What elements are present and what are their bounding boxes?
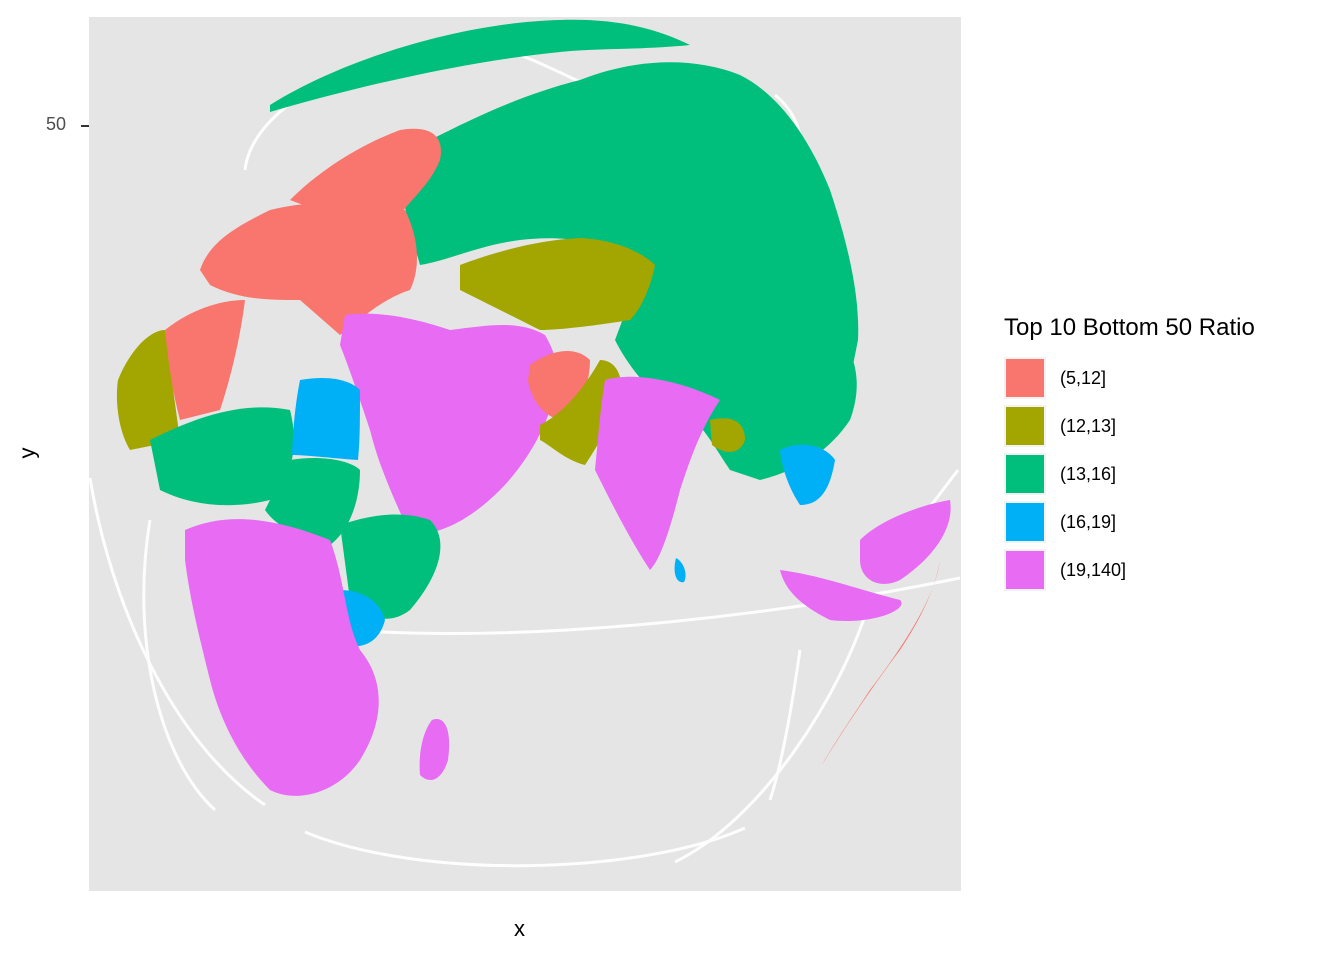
region-thailand	[780, 444, 835, 505]
countries	[116, 19, 951, 796]
region-horn-of-africa	[340, 514, 441, 619]
legend-label: (19,140]	[1060, 559, 1127, 580]
legend-swatch	[1004, 405, 1046, 447]
region-middle-east	[340, 313, 557, 535]
legend-label: (12,13]	[1060, 415, 1117, 436]
region-western-europe	[200, 202, 417, 335]
region-indonesia	[780, 570, 902, 621]
y-tick-label: 50	[46, 114, 67, 134]
region-madagascar	[419, 719, 450, 780]
region-myanmar-bangladesh	[710, 418, 745, 452]
legend-swatch	[1004, 549, 1046, 591]
legend-item: (12,13]	[1004, 402, 1255, 450]
region-sudan	[265, 458, 360, 545]
region-west-africa	[150, 407, 294, 506]
region-scandinavia	[290, 128, 441, 215]
legend-label: (13,16]	[1060, 463, 1117, 484]
legend-label: (16,19]	[1060, 511, 1117, 532]
region-philippines-malaysia	[860, 500, 951, 584]
legend-item: (13,16]	[1004, 450, 1255, 498]
legend-swatch	[1004, 453, 1046, 495]
legend: Top 10 Bottom 50 Ratio (5,12] (12,13] (1…	[1004, 314, 1255, 594]
region-libya	[165, 300, 245, 420]
region-arctic-coast	[270, 19, 690, 113]
region-egypt	[292, 378, 360, 460]
legend-title: Top 10 Bottom 50 Ratio	[1004, 314, 1255, 341]
legend-item: (19,140]	[1004, 546, 1255, 594]
region-china	[615, 270, 857, 480]
legend-label: (5,12]	[1060, 367, 1107, 388]
legend-swatch	[1004, 501, 1046, 543]
y-axis-title: y	[14, 447, 40, 459]
x-axis-title: x	[514, 916, 525, 941]
region-kazakhstan	[460, 238, 655, 330]
legend-swatch	[1004, 357, 1046, 399]
region-sri-lanka	[674, 558, 686, 583]
legend-item: (5,12]	[1004, 354, 1255, 402]
region-india	[595, 376, 720, 570]
region-nw-africa	[116, 330, 180, 450]
legend-item: (16,19]	[1004, 498, 1255, 546]
region-sub-saharan-africa	[185, 519, 379, 796]
